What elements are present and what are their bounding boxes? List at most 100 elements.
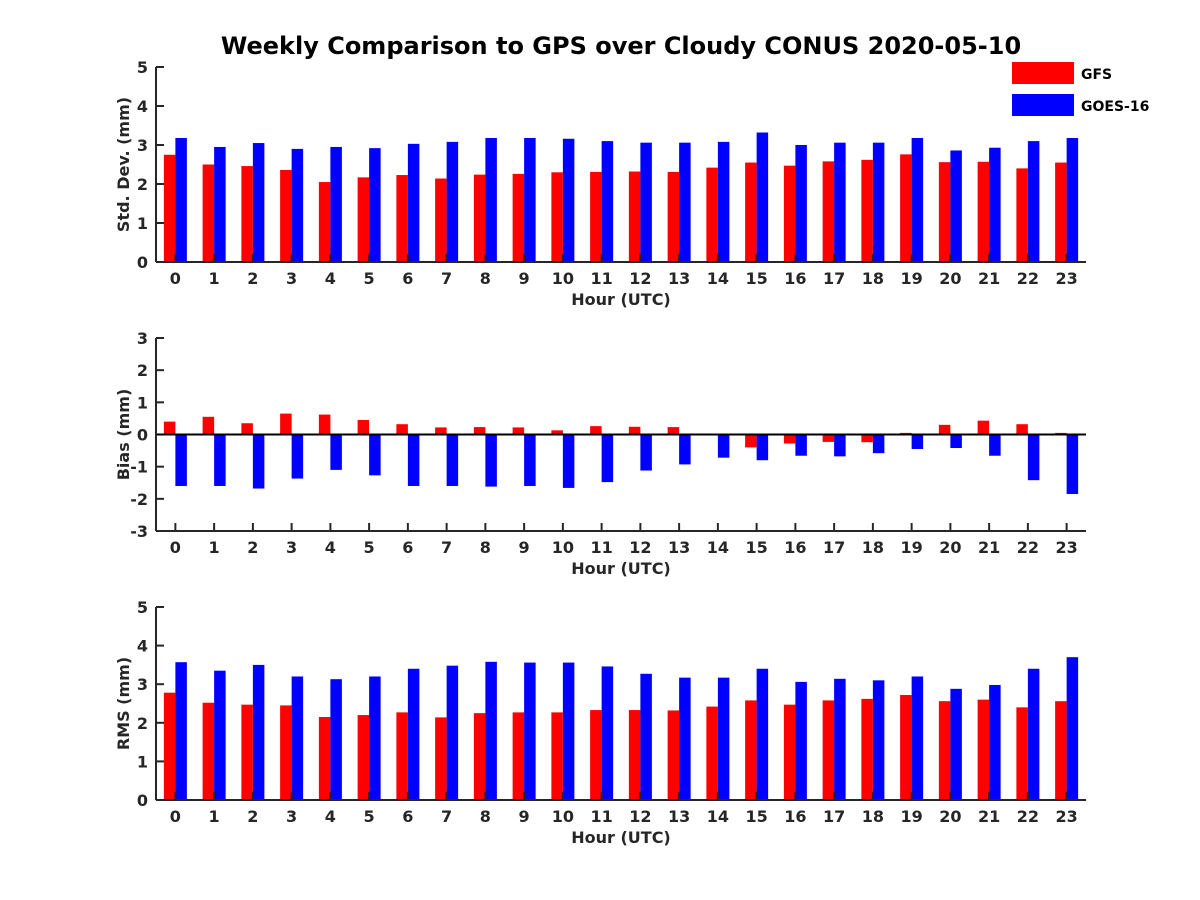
bar-goes-16-hour-14 [717, 677, 730, 800]
bar-goes-16-hour-23 [1066, 657, 1079, 800]
bar-goes-16-hour-3 [291, 148, 304, 262]
bar-gfs-hour-5 [357, 420, 370, 435]
x-axis-label: Hour (UTC) [571, 828, 671, 847]
x-tick-label: 18 [862, 538, 884, 557]
y-tick-label: -1 [130, 458, 148, 477]
x-tick-label: 13 [668, 538, 690, 557]
bar-gfs-hour-0 [163, 692, 176, 800]
bar-goes-16-hour-7 [446, 141, 459, 262]
bar-gfs-hour-15 [745, 162, 757, 262]
bar-gfs-hour-17 [822, 161, 835, 262]
y-tick-label: 5 [137, 598, 148, 617]
x-tick-label: 14 [707, 269, 729, 288]
bar-gfs-hour-15 [745, 434, 757, 448]
x-axis-label: Hour (UTC) [571, 559, 671, 578]
x-tick-label: 12 [629, 538, 651, 557]
x-tick-label: 23 [1055, 538, 1077, 557]
bar-gfs-hour-14 [706, 167, 718, 262]
legend-label: GOES-16 [1081, 99, 1149, 115]
x-tick-label: 18 [862, 807, 884, 826]
bar-goes-16-hour-11 [601, 666, 614, 800]
x-tick-label: 7 [441, 538, 452, 557]
y-tick-label: -3 [130, 522, 148, 541]
bar-gfs-hour-11 [590, 710, 602, 800]
y-tick-label: 0 [137, 253, 148, 272]
bar-gfs-hour-6 [396, 424, 408, 435]
bar-gfs-hour-17 [822, 434, 835, 442]
y-tick-label: 1 [137, 752, 148, 771]
bar-goes-16-hour-9 [524, 434, 536, 486]
bar-gfs-hour-13 [667, 171, 680, 262]
bar-gfs-hour-3 [280, 705, 292, 800]
x-tick-label: 9 [519, 807, 530, 826]
x-tick-label: 11 [590, 269, 612, 288]
x-tick-label: 8 [480, 807, 491, 826]
bar-goes-16-hour-4 [330, 679, 342, 800]
x-tick-label: 0 [170, 538, 181, 557]
x-tick-label: 17 [823, 269, 845, 288]
x-tick-label: 19 [900, 807, 922, 826]
bar-gfs-hour-0 [163, 421, 176, 435]
bar-gfs-hour-20 [938, 424, 951, 435]
bar-goes-16-hour-20 [950, 688, 962, 800]
x-tick-label: 22 [1017, 269, 1039, 288]
bar-gfs-hour-0 [163, 154, 176, 262]
bar-gfs-hour-4 [318, 717, 331, 800]
bar-gfs-hour-3 [280, 169, 292, 262]
x-tick-label: 1 [209, 807, 220, 826]
bar-goes-16-hour-7 [446, 665, 459, 800]
bar-goes-16-hour-12 [640, 142, 652, 262]
bar-gfs-hour-18 [861, 434, 873, 443]
bar-goes-16-hour-17 [834, 142, 846, 262]
bar-gfs-hour-4 [318, 414, 331, 435]
bar-goes-16-hour-4 [330, 434, 342, 470]
bar-gfs-hour-11 [590, 426, 602, 435]
bar-goes-16-hour-8 [485, 434, 497, 487]
y-tick-label: 1 [137, 214, 148, 233]
bar-goes-16-hour-23 [1066, 137, 1079, 262]
x-tick-label: 20 [939, 538, 961, 557]
x-tick-label: 2 [247, 538, 258, 557]
bar-gfs-hour-7 [435, 427, 447, 435]
x-tick-label: 13 [668, 269, 690, 288]
bar-goes-16-hour-13 [679, 434, 691, 465]
bar-goes-16-hour-1 [214, 434, 226, 486]
bar-gfs-hour-19 [900, 154, 912, 262]
y-axis-label: RMS (mm) [114, 657, 133, 750]
x-tick-label: 16 [784, 807, 806, 826]
bar-goes-16-hour-1 [214, 146, 226, 262]
x-tick-label: 4 [325, 538, 336, 557]
y-tick-label: 5 [137, 58, 148, 77]
bar-gfs-hour-23 [1055, 701, 1067, 800]
x-tick-label: 0 [170, 269, 181, 288]
bar-goes-16-hour-12 [640, 673, 652, 800]
x-tick-label: 23 [1055, 807, 1077, 826]
bar-gfs-hour-2 [241, 704, 253, 800]
x-tick-label: 2 [247, 807, 258, 826]
bar-goes-16-hour-5 [369, 434, 381, 476]
bar-goes-16-hour-1 [214, 670, 226, 800]
x-tick-label: 2 [247, 269, 258, 288]
y-tick-label: 4 [137, 637, 148, 656]
bar-goes-16-hour-3 [291, 434, 304, 479]
x-tick-label: 14 [707, 807, 729, 826]
bar-gfs-hour-23 [1055, 162, 1067, 262]
x-tick-label: 21 [978, 538, 1000, 557]
bar-gfs-hour-5 [357, 715, 370, 800]
y-tick-label: 3 [137, 675, 148, 694]
bar-gfs-hour-10 [551, 172, 563, 262]
y-tick-label: -2 [130, 490, 148, 509]
bar-goes-16-hour-15 [756, 668, 769, 800]
bar-goes-16-hour-6 [407, 668, 420, 800]
bar-goes-16-hour-5 [369, 148, 381, 262]
y-tick-label: 2 [137, 361, 148, 380]
bar-goes-16-hour-19 [911, 434, 924, 449]
bar-goes-16-hour-21 [989, 684, 1001, 800]
bar-goes-16-hour-6 [407, 143, 420, 262]
x-tick-label: 10 [552, 538, 574, 557]
bar-goes-16-hour-15 [756, 132, 769, 262]
bar-goes-16-hour-21 [989, 147, 1001, 262]
